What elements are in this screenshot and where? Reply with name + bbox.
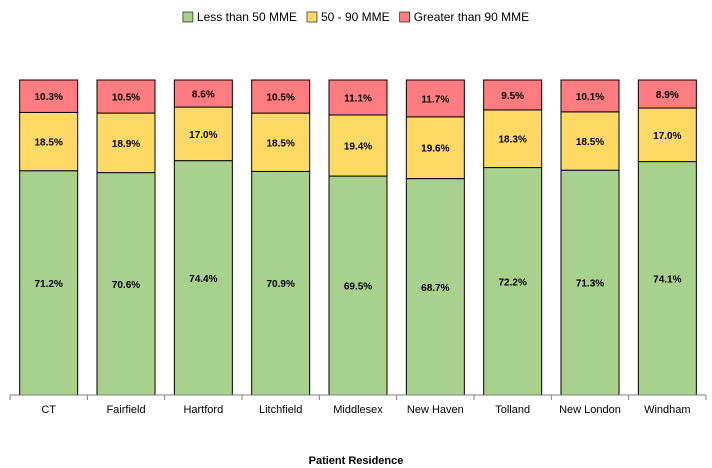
data-label-middlesex-less-than-50-mme: 69.5%: [344, 282, 372, 293]
bar-segment-middlesex-greater-than-90-mme: [328, 79, 388, 116]
bar-segment-ct-greater-than-90-mme: [19, 79, 79, 113]
data-label-hartford-less-than-50-mme: 74.4%: [189, 274, 217, 285]
x-axis-title: Patient Residence: [309, 455, 404, 467]
bar-segment-ct-50-90-mme: [19, 111, 79, 172]
data-label-ct-less-than-50-mme: 71.2%: [34, 279, 62, 290]
data-label-litchfield-greater-than-90-mme: 10.5%: [266, 93, 294, 104]
data-label-fairfield-50-90-mme: 18.9%: [112, 139, 140, 150]
bar-segment-litchfield-50-90-mme: [251, 112, 311, 172]
data-label-new-london-50-90-mme: 18.5%: [576, 137, 604, 148]
data-label-windham-50-90-mme: 17.0%: [653, 131, 681, 142]
x-tick-label-tolland: Tolland: [495, 404, 530, 416]
legend-label-less-than-50-mme: Less than 50 MME: [197, 10, 297, 24]
data-label-tolland-greater-than-90-mme: 9.5%: [501, 91, 524, 102]
data-label-tolland-50-90-mme: 18.3%: [498, 135, 526, 146]
x-axis: CT Fairfield Hartford Litchfield Middlesex Ne…: [9, 394, 707, 416]
bar-segment-litchfield-less-than-50-mme: [251, 170, 311, 396]
bar-segment-new-london-50-90-mme: [560, 111, 620, 171]
x-tick-label-fairfield: Fairfield: [106, 404, 145, 416]
x-tick-label-new-london: New London: [559, 404, 621, 416]
bar-segment-new-london-greater-than-90-mme: [560, 79, 620, 113]
data-label-ct-50-90-mme: 18.5%: [34, 138, 62, 149]
legend-swatch-50-90-mme: [306, 11, 318, 23]
data-label-ct-greater-than-90-mme: 10.3%: [34, 92, 62, 103]
data-label-fairfield-less-than-50-mme: 70.6%: [112, 280, 140, 291]
x-tick-label-litchfield: Litchfield: [259, 404, 302, 416]
x-tick-label-middlesex: Middlesex: [333, 404, 383, 416]
data-label-new-london-greater-than-90-mme: 10.1%: [576, 92, 604, 103]
legend-label-50-90-mme: 50 - 90 MME: [321, 10, 390, 24]
bar-segment-fairfield-less-than-50-mme: [96, 172, 156, 396]
bar-segment-hartford-greater-than-90-mme: [173, 79, 233, 108]
data-label-new-haven-greater-than-90-mme: 11.7%: [421, 94, 449, 105]
bar-segment-litchfield-greater-than-90-mme: [251, 79, 311, 114]
legend: Less than 50 MME 50 - 90 MME Greater than …: [182, 10, 529, 24]
bar-segment-new-haven-less-than-50-mme: [405, 178, 465, 396]
bar-segment-fairfield-50-90-mme: [96, 112, 156, 174]
data-label-hartford-50-90-mme: 17.0%: [189, 130, 217, 141]
x-tick-label-windham: Windham: [644, 404, 690, 416]
data-label-fairfield-greater-than-90-mme: 10.5%: [112, 93, 140, 104]
bar-segment-tolland-less-than-50-mme: [483, 167, 543, 396]
bar-segment-tolland-50-90-mme: [483, 109, 543, 169]
data-label-new-haven-50-90-mme: 19.6%: [421, 144, 449, 155]
data-label-litchfield-50-90-mme: 18.5%: [266, 138, 294, 149]
data-label-middlesex-greater-than-90-mme: 11.1%: [344, 93, 372, 104]
legend-swatch-less-than-50-mme: [182, 11, 194, 23]
legend-swatch-greater-than-90-mme: [399, 11, 410, 23]
data-label-middlesex-50-90-mme: 19.4%: [344, 142, 372, 153]
bar-segment-windham-greater-than-90-mme: [637, 79, 697, 109]
bar-segment-windham-50-90-mme: [637, 107, 697, 163]
bar-segment-new-haven-greater-than-90-mme: [405, 79, 465, 118]
data-label-new-haven-less-than-50-mme: 68.7%: [421, 283, 449, 294]
bar-segment-ct-less-than-50-mme: [19, 170, 79, 396]
bar-segment-middlesex-less-than-50-mme: [328, 175, 388, 396]
x-tick-label-new-haven: New Haven: [407, 404, 464, 416]
data-label-tolland-less-than-50-mme: 72.2%: [498, 277, 526, 288]
bar-segment-fairfield-greater-than-90-mme: [96, 79, 156, 114]
legend-label-greater-than-90-mme: Greater than 90 MME: [414, 10, 529, 24]
x-tick-label-hartford: Hartford: [183, 404, 223, 416]
bar-segment-tolland-greater-than-90-mme: [483, 79, 543, 111]
x-tick-label-ct: CT: [41, 404, 56, 416]
data-label-litchfield-less-than-50-mme: 70.9%: [266, 279, 294, 290]
bar-segment-hartford-50-90-mme: [173, 106, 233, 162]
bar-segment-windham-less-than-50-mme: [637, 161, 697, 396]
data-label-windham-greater-than-90-mme: 8.9%: [656, 90, 679, 101]
data-label-new-london-less-than-50-mme: 71.3%: [576, 279, 604, 290]
bars: 71.2% 18.5% 10.3% 70.6% 18.9% 10.5% 74.4% 17.0%…: [19, 79, 697, 396]
data-label-hartford-greater-than-90-mme: 8.6%: [192, 90, 215, 101]
bar-segment-new-haven-50-90-mme: [405, 116, 465, 180]
data-label-windham-less-than-50-mme: 74.1%: [653, 274, 681, 285]
